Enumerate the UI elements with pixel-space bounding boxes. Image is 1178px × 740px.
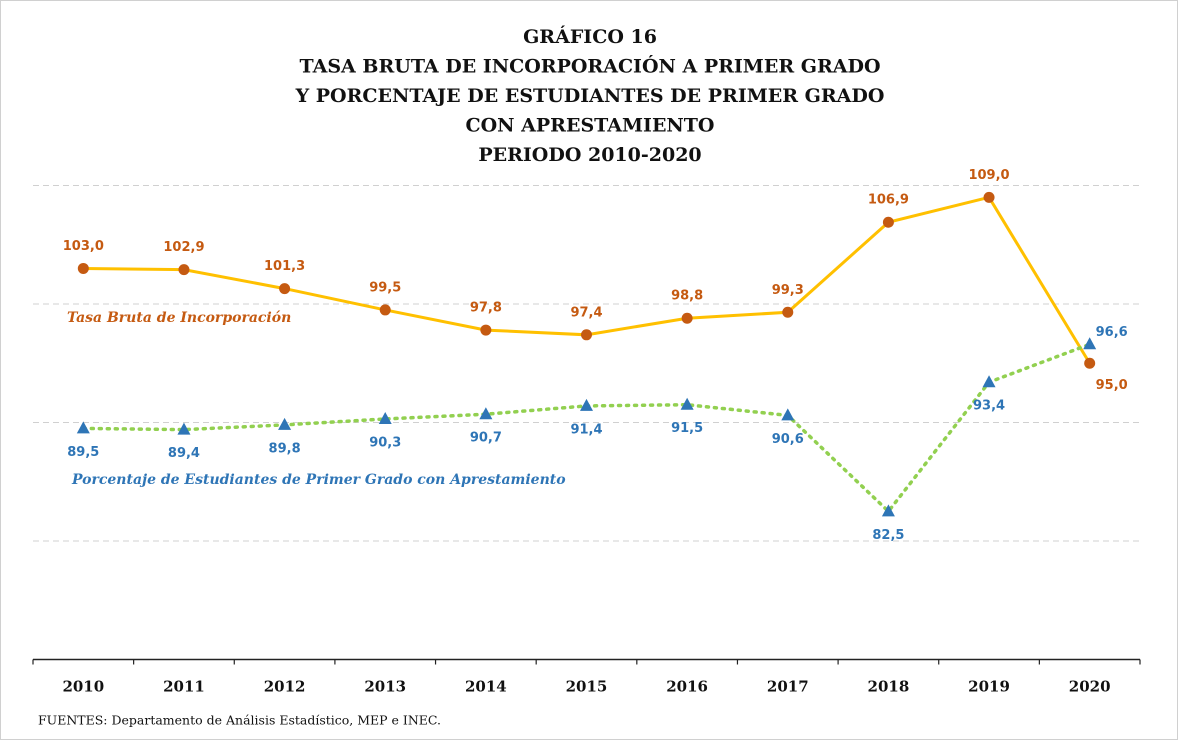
value-label: 109,0 xyxy=(968,168,1009,183)
value-label: 90,6 xyxy=(772,432,804,447)
point xyxy=(77,262,89,274)
point xyxy=(681,312,693,324)
chart-title: TASA BRUTA DE INCORPORACIÓN A PRIMER GRA… xyxy=(299,55,880,78)
x-tick-label: 2015 xyxy=(566,678,608,696)
value-label: 91,4 xyxy=(570,422,602,437)
point xyxy=(480,324,492,336)
point xyxy=(379,304,391,316)
point xyxy=(378,411,392,424)
chart-title: Y PORCENTAJE DE ESTUDIANTES DE PRIMER GR… xyxy=(295,85,885,107)
point xyxy=(781,408,795,421)
x-tick-label: 2010 xyxy=(62,678,104,696)
value-label: 102,9 xyxy=(163,240,204,255)
point xyxy=(581,329,592,341)
series-label: Porcentaje de Estudiantes de Primer Grad… xyxy=(71,472,566,488)
point xyxy=(983,191,995,203)
point xyxy=(178,264,190,276)
point xyxy=(982,375,996,388)
value-label: 95,0 xyxy=(1096,378,1128,393)
chart-title: CON APRESTAMIENTO xyxy=(466,115,715,137)
point xyxy=(278,417,292,430)
x-tick-label: 2014 xyxy=(465,678,507,696)
value-label: 99,5 xyxy=(369,280,401,295)
value-label: 89,8 xyxy=(269,441,301,456)
point xyxy=(177,422,191,435)
x-tick-label: 2011 xyxy=(163,678,205,696)
point xyxy=(881,504,895,517)
value-label: 93,4 xyxy=(973,399,1005,414)
point xyxy=(76,421,90,434)
point xyxy=(782,306,794,318)
x-tick-label: 2020 xyxy=(1069,678,1111,696)
series-label: Tasa Bruta de Incorporación xyxy=(67,310,291,326)
value-label: 89,4 xyxy=(168,446,200,461)
point xyxy=(279,283,291,295)
value-label: 106,9 xyxy=(868,193,909,208)
value-label: 96,6 xyxy=(1096,325,1128,340)
value-label: 103,0 xyxy=(63,239,104,254)
x-tick-label: 2016 xyxy=(666,678,708,696)
value-label: 99,3 xyxy=(772,283,804,298)
point xyxy=(580,398,593,411)
x-tick-label: 2013 xyxy=(364,678,406,696)
x-tick-label: 2017 xyxy=(767,678,809,696)
value-label: 82,5 xyxy=(872,528,904,543)
value-label: 101,3 xyxy=(264,259,305,274)
value-label: 97,8 xyxy=(470,301,502,316)
value-label: 98,8 xyxy=(671,289,703,304)
point xyxy=(882,216,894,228)
source-note: FUENTES: Departamento de Análisis Estadí… xyxy=(38,713,441,728)
point xyxy=(1083,337,1097,350)
value-label: 90,7 xyxy=(470,431,502,446)
x-tick-label: 2019 xyxy=(968,678,1010,696)
value-label: 90,3 xyxy=(369,435,401,450)
x-tick-label: 2018 xyxy=(868,678,910,696)
value-label: 89,5 xyxy=(67,445,99,460)
point xyxy=(479,407,493,420)
value-label: 97,4 xyxy=(570,305,602,320)
chart-title: PERIODO 2010-2020 xyxy=(478,144,701,166)
point xyxy=(1084,357,1096,369)
x-tick-label: 2012 xyxy=(264,678,306,696)
point xyxy=(680,397,694,410)
chart-title: GRÁFICO 16 xyxy=(523,25,657,48)
value-label: 91,5 xyxy=(671,421,703,436)
